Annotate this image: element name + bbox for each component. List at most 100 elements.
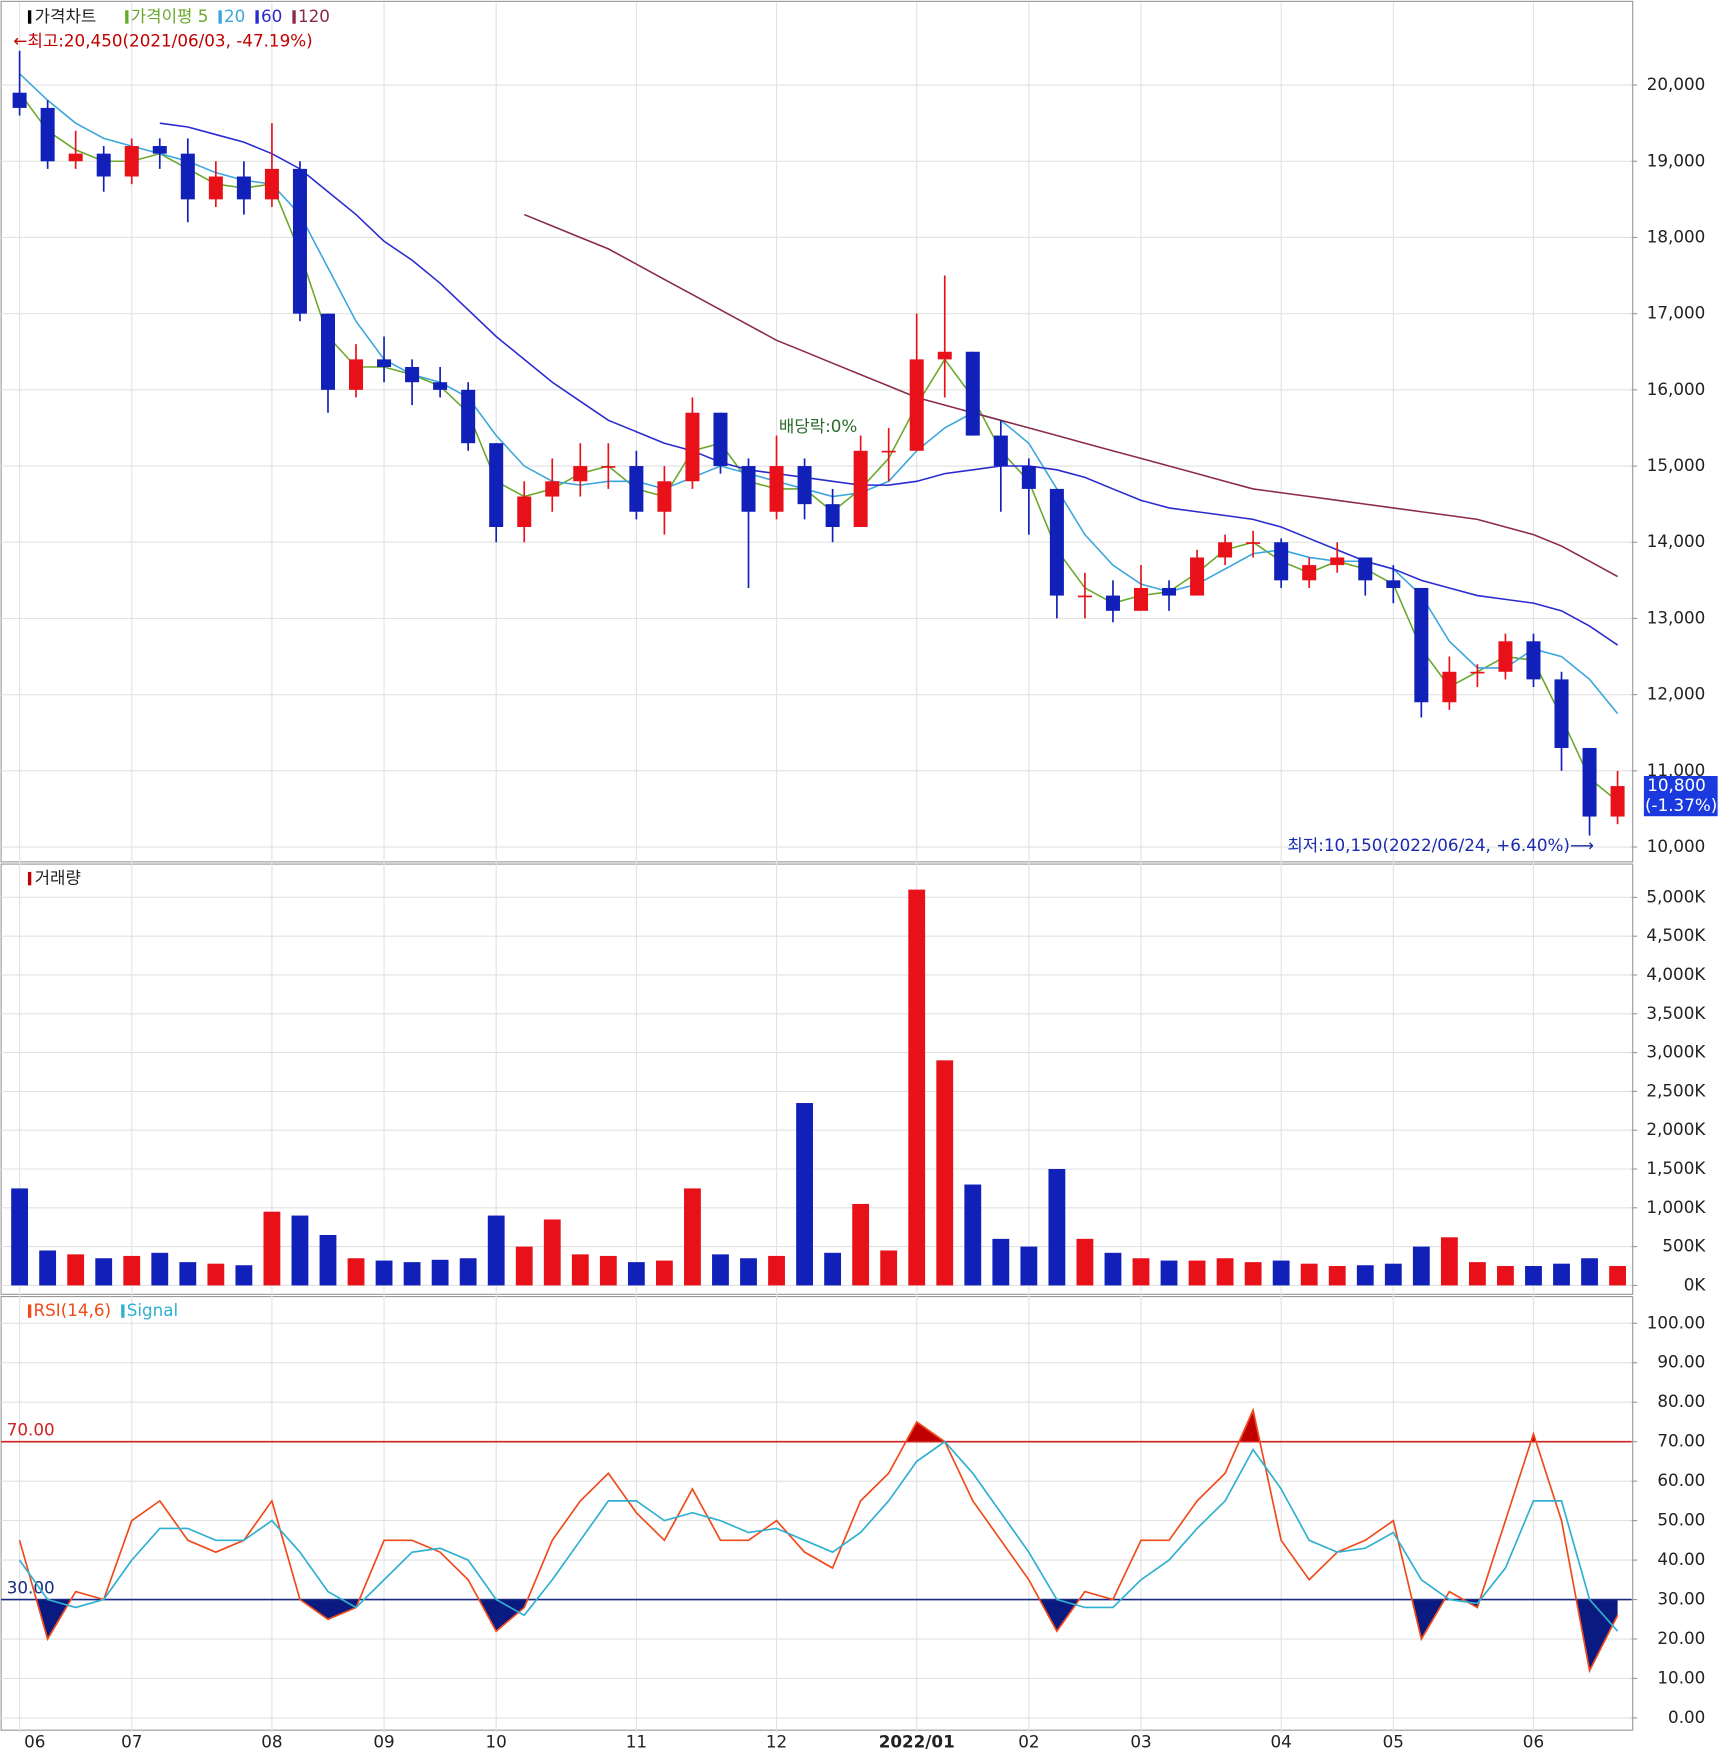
candle-body	[545, 481, 560, 497]
bar	[768, 1255, 785, 1286]
bar	[1244, 1262, 1262, 1286]
candle-body	[489, 443, 504, 528]
legend-swatch	[292, 10, 296, 24]
x-tick-label: 06	[1523, 1731, 1544, 1751]
candle-body	[1526, 641, 1541, 680]
y-tick-label: 20,000	[1647, 74, 1706, 94]
y-tick-label: 2,000K	[1646, 1119, 1706, 1139]
bar	[1468, 1262, 1486, 1286]
x-tick-label: 12	[766, 1731, 787, 1751]
bar	[1609, 1266, 1626, 1286]
bar	[880, 1250, 898, 1286]
candle-body	[517, 496, 532, 528]
level-label: 70.00	[7, 1420, 55, 1440]
x-tick-label: 02	[1018, 1731, 1039, 1751]
candle-body	[40, 107, 55, 162]
y-tick-label: 40.00	[1657, 1549, 1705, 1569]
bar	[1497, 1266, 1514, 1286]
bar	[459, 1258, 477, 1286]
candle-body	[461, 389, 476, 444]
bar	[1020, 1246, 1038, 1286]
candle-body	[937, 351, 952, 360]
candle-body	[629, 466, 644, 512]
bar	[655, 1260, 673, 1286]
candle-body	[96, 153, 111, 177]
candle-body	[1358, 557, 1373, 581]
bar	[852, 1203, 870, 1286]
candle-body	[797, 466, 812, 505]
legend-swatch	[27, 10, 32, 24]
candle-body	[881, 450, 896, 453]
candle-body	[1442, 671, 1457, 703]
candle-body	[152, 146, 167, 154]
x-tick-label: 2022/01	[879, 1731, 955, 1751]
volume-pane	[0, 863, 1634, 1295]
bar	[1272, 1260, 1290, 1286]
candle-body	[236, 176, 251, 200]
y-tick-label: 3,000K	[1646, 1042, 1706, 1062]
y-tick-label: 0.00	[1668, 1707, 1705, 1727]
y-tick-label: 17,000	[1647, 303, 1706, 323]
bar	[263, 1211, 281, 1286]
candle-body	[12, 92, 27, 108]
y-tick-label: 70.00	[1657, 1431, 1705, 1451]
line	[19, 73, 1619, 715]
bar	[1300, 1263, 1318, 1286]
legend-swatch	[125, 10, 129, 24]
high-note: ←최고:20,450(2021/06/03, -47.19%)	[13, 31, 312, 51]
bar	[179, 1262, 197, 1286]
candle-body	[124, 146, 139, 177]
bar	[11, 1188, 29, 1286]
price-box	[1643, 776, 1718, 817]
bar	[123, 1255, 141, 1286]
candle-body	[1246, 542, 1261, 544]
y-tick-label: 2,500K	[1646, 1080, 1706, 1100]
x-tick-label: 03	[1130, 1731, 1151, 1751]
y-tick-label: 50.00	[1657, 1510, 1705, 1530]
candle-body	[1582, 747, 1597, 817]
y-tick-label: 13,000	[1647, 607, 1706, 627]
y-tick-label: 19,000	[1647, 150, 1706, 170]
bar	[1104, 1252, 1122, 1286]
bar	[1384, 1263, 1402, 1286]
candle-body	[1554, 679, 1569, 748]
y-tick-label: 12,000	[1647, 684, 1706, 704]
candle-body	[1414, 587, 1429, 703]
price-pane	[0, 0, 1634, 863]
y-tick-label: 1,500K	[1646, 1158, 1706, 1178]
bar	[712, 1254, 729, 1286]
candle-body	[1077, 595, 1092, 598]
bar	[571, 1254, 589, 1286]
bar	[291, 1215, 309, 1286]
legend-swatch	[218, 10, 222, 24]
volume-title: 거래량	[35, 868, 81, 888]
bar	[95, 1258, 113, 1286]
y-tick-label: 20.00	[1657, 1628, 1705, 1648]
x-tick-label: 10	[486, 1731, 507, 1751]
bar	[39, 1250, 57, 1286]
candle-body	[853, 450, 868, 528]
candle-body	[769, 466, 784, 512]
bar	[1356, 1265, 1374, 1286]
y-tick-label: 10.00	[1657, 1667, 1705, 1687]
candle-body	[264, 168, 279, 200]
candle-body	[657, 481, 672, 512]
candle-body	[1021, 466, 1036, 489]
bar	[515, 1246, 533, 1286]
candle-body	[1049, 488, 1064, 596]
y-tick-label: 15,000	[1647, 455, 1706, 475]
bar	[964, 1184, 982, 1286]
dividend-note: 배당락:0%	[779, 416, 857, 436]
candle-body	[292, 168, 307, 314]
candle-body	[825, 504, 840, 528]
line	[18, 1440, 1619, 1632]
bar	[908, 889, 926, 1286]
candle-body	[68, 153, 83, 162]
line	[523, 213, 1619, 578]
candle-body	[349, 359, 364, 390]
legend-label: 20	[224, 6, 245, 26]
bar	[375, 1260, 393, 1286]
bar	[1132, 1258, 1150, 1286]
legend-title: 가격차트	[35, 6, 97, 26]
